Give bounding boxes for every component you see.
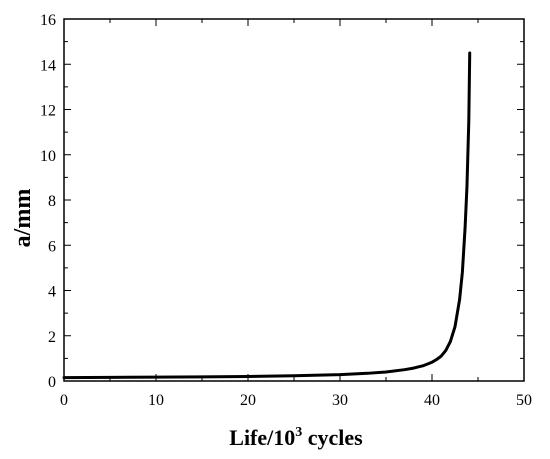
x-tick-label: 40 bbox=[424, 392, 440, 409]
x-tick-label: 20 bbox=[240, 392, 256, 409]
x-axis-title: Life/103 cycles bbox=[229, 425, 363, 450]
x-tick-label: 50 bbox=[516, 392, 532, 409]
y-tick-label: 6 bbox=[48, 238, 56, 255]
y-tick-label: 12 bbox=[40, 103, 56, 120]
x-axis-title-suffix: cycles bbox=[302, 425, 363, 450]
plot-area: 0 10 20 30 40 50 0 2 4 6 8 10 12 14 16 bbox=[40, 12, 532, 409]
x-tick-label: 0 bbox=[60, 392, 68, 409]
y-tick-label: 16 bbox=[40, 12, 56, 29]
y-tick-label: 14 bbox=[40, 57, 56, 74]
x-axis-title-superscript: 3 bbox=[295, 425, 302, 440]
y-tick-label: 10 bbox=[40, 148, 56, 165]
x-tick-label: 30 bbox=[332, 392, 348, 409]
y-tick-label: 2 bbox=[48, 329, 56, 346]
y-tick-label: 8 bbox=[48, 193, 56, 210]
y-tick-label: 4 bbox=[48, 284, 56, 301]
y-tick-label: 0 bbox=[48, 374, 56, 391]
x-axis-title-prefix: Life/10 bbox=[229, 425, 295, 450]
x-tick-label: 10 bbox=[148, 392, 164, 409]
series-line-1 bbox=[62, 51, 472, 380]
y-axis-title: a/mm bbox=[10, 189, 36, 248]
